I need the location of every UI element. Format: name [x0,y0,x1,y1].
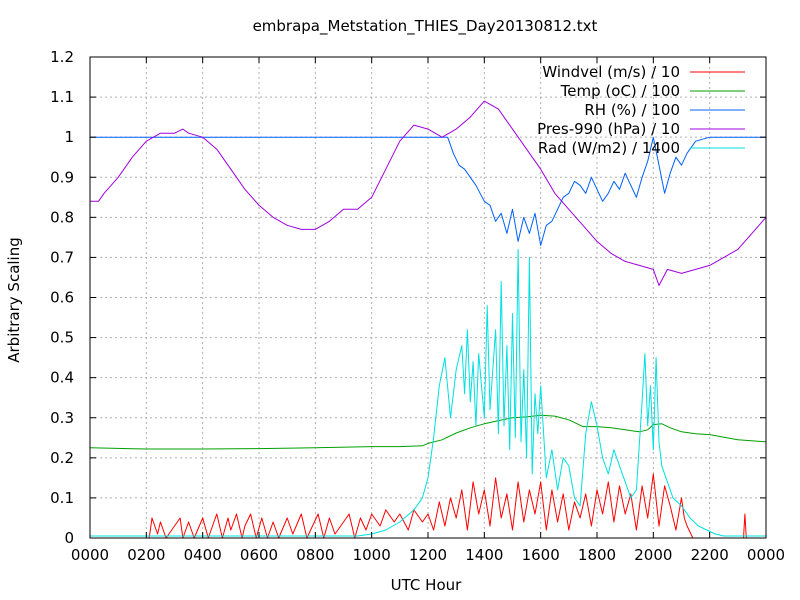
y-tick-label: 1.1 [50,88,74,106]
y-tick-label: 0.3 [50,409,74,427]
y-tick-label: 0.7 [50,248,74,266]
chart-title: embrapa_Metstation_THIES_Day20130812.txt [253,17,598,36]
series-line-2 [89,414,767,450]
y-tick-label: 0.8 [50,208,74,226]
x-tick-label: 0400 [184,546,222,564]
x-tick-label: 1600 [522,546,560,564]
series-line-1 [90,473,766,539]
y-tick-label: 0.2 [50,449,74,467]
series-line-5 [90,248,766,537]
y-tick-label: 0.9 [50,168,74,186]
y-tick-label: 1 [64,128,74,146]
y-tick-label: 0 [64,529,74,547]
legend-label: Pres-990 (hPa) / 10 [537,120,680,138]
legend-label: Windvel (m/s) / 10 [542,63,680,81]
series-line-3 [90,136,766,246]
x-tick-label: 0000 [71,546,109,564]
x-tick-label: 1400 [465,546,503,564]
y-tick-label: 0.4 [50,369,74,387]
x-tick-label: 1200 [409,546,447,564]
legend-label: Rad (W/m2) / 1400 [538,139,680,157]
y-tick-label: 0.1 [50,489,74,507]
y-tick-label: 1.2 [50,48,74,66]
x-axis-label: UTC Hour [391,576,462,594]
x-tick-label: 1000 [353,546,391,564]
x-tick-label: 2000 [634,546,672,564]
x-tick-label: 0800 [296,546,334,564]
x-tick-label: 0200 [127,546,165,564]
y-tick-label: 0.5 [50,329,74,347]
x-tick-label: 1800 [578,546,616,564]
x-tick-label: 0600 [240,546,278,564]
y-axis-label: Arbitrary Scaling [5,237,23,363]
y-tick-label: 0.6 [50,289,74,307]
plot-area [89,100,767,539]
x-tick-label: 2200 [691,546,729,564]
legend-label: Temp (oC) / 100 [560,82,680,100]
axis-ticks: 0000 0200 0400 0600 0800 1000 1200 1400 1600 1800… [50,48,785,564]
series-line-4 [90,100,767,286]
legend-label: RH (%) / 100 [584,101,680,119]
x-tick-label: 0000 [747,546,785,564]
